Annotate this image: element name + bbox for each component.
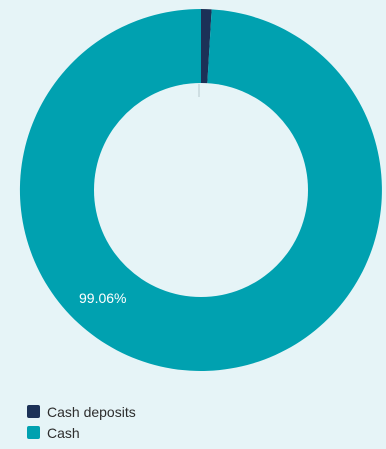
legend-label-cash-deposits: Cash deposits (47, 403, 136, 420)
legend: Cash deposits Cash (27, 401, 136, 443)
legend-item-cash-deposits[interactable]: Cash deposits (27, 401, 136, 422)
donut-chart: 99.06% (19, 8, 382, 371)
data-label-cash: 99.06% (79, 290, 126, 306)
legend-item-cash[interactable]: Cash (27, 422, 136, 443)
legend-swatch-cash (27, 426, 40, 439)
legend-swatch-cash-deposits (27, 405, 40, 418)
donut-hole (94, 83, 308, 297)
legend-label-cash: Cash (47, 424, 80, 441)
